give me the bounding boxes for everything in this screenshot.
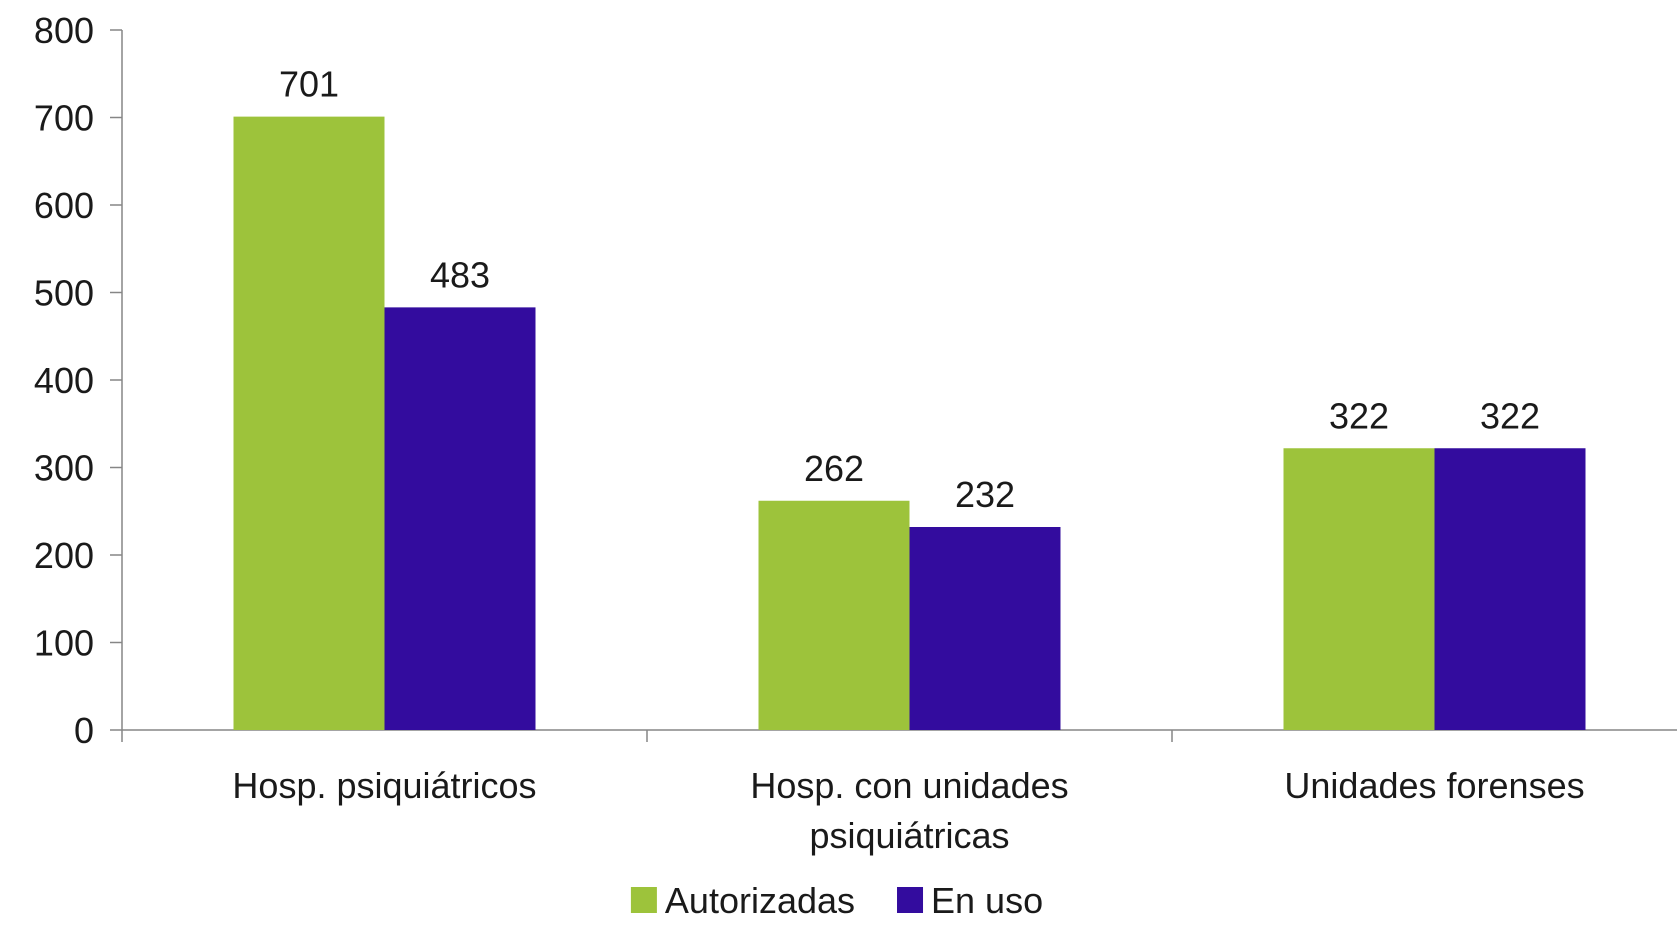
- y-tick-label: 800: [34, 10, 94, 51]
- bar: [909, 527, 1061, 730]
- bar: [758, 500, 910, 730]
- y-tick-label: 300: [34, 448, 94, 489]
- y-tick-label: 100: [34, 623, 94, 664]
- legend-swatch: [630, 887, 657, 913]
- bar: [384, 307, 536, 730]
- data-labels: 701 483 262 232 322 322: [279, 64, 1540, 515]
- bar: [233, 116, 385, 730]
- y-tick-label: 200: [34, 535, 94, 576]
- legend-label: En uso: [931, 880, 1043, 921]
- legend-swatch: [897, 887, 924, 913]
- y-tick-label: 500: [34, 273, 94, 314]
- legend-label: Autorizadas: [665, 880, 855, 921]
- category-label-line: Hosp. psiquiátricos: [232, 765, 536, 806]
- bar: [1434, 448, 1586, 730]
- category-label: Hosp. con unidades psiquiátricas: [750, 765, 1068, 856]
- y-tick-label: 700: [34, 98, 94, 139]
- category-label-line: psiquiátricas: [809, 815, 1009, 856]
- data-label: 262: [804, 448, 864, 489]
- category-label-line: Hosp. con unidades: [750, 765, 1068, 806]
- bar: [1283, 448, 1435, 730]
- data-label: 322: [1480, 395, 1540, 436]
- y-tick-label: 0: [74, 710, 94, 751]
- category-label-line: Unidades forenses: [1284, 765, 1584, 806]
- data-label: 483: [430, 254, 490, 295]
- data-label: 232: [955, 474, 1015, 515]
- category-labels: Hosp. psiquiátricos Hosp. con unidades psi…: [232, 765, 1584, 856]
- data-label: 322: [1329, 395, 1389, 436]
- bars: [233, 116, 1586, 730]
- category-label: Unidades forenses: [1284, 765, 1584, 806]
- y-tick-label: 600: [34, 185, 94, 226]
- data-label: 701: [279, 64, 339, 105]
- legend: Autorizadas En uso: [630, 880, 1043, 921]
- x-axis: [121, 729, 1677, 742]
- category-label: Hosp. psiquiátricos: [232, 765, 536, 806]
- y-tick-label: 400: [34, 360, 94, 401]
- y-axis: 0 100 200 300 400 500 600 700 800: [34, 10, 123, 751]
